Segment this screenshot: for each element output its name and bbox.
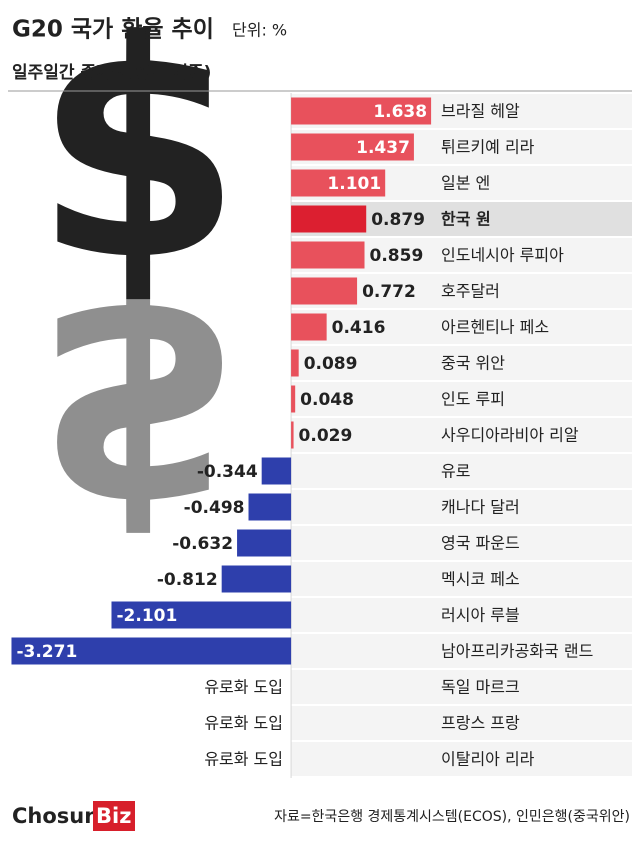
row-background xyxy=(291,598,632,632)
row-background xyxy=(291,490,632,524)
row-background xyxy=(291,382,632,416)
bar xyxy=(291,421,294,449)
bar xyxy=(291,133,414,161)
value-label: 0.089 xyxy=(304,354,358,374)
category-label: 유로 xyxy=(441,462,470,481)
category-label: 인도 루피 xyxy=(441,390,505,409)
bar xyxy=(237,529,292,557)
value-label: -0.498 xyxy=(184,498,245,518)
row-background xyxy=(291,670,632,704)
note-label: 유로화 도입 xyxy=(204,750,283,769)
category-label: 러시아 루블 xyxy=(441,606,520,625)
dollar-reflection: $ xyxy=(34,234,243,583)
bar xyxy=(291,97,432,125)
row-background xyxy=(291,742,632,776)
row-background xyxy=(291,706,632,740)
value-label: 0.859 xyxy=(370,246,424,266)
row-background xyxy=(291,454,632,488)
bar xyxy=(291,241,365,269)
category-label: 이탈리아 리라 xyxy=(441,750,535,769)
bar xyxy=(291,349,299,377)
category-label: 영국 파운드 xyxy=(441,534,520,553)
bar xyxy=(11,637,292,665)
value-label: 0.029 xyxy=(299,426,353,446)
category-label: 사우디아라비아 리알 xyxy=(441,426,579,445)
row-background xyxy=(291,346,632,380)
category-label: 아르헨티나 페소 xyxy=(441,318,549,337)
chart-title: G20 국가 환율 추이 xyxy=(12,17,214,43)
value-label: -0.632 xyxy=(172,534,233,554)
logo-box xyxy=(93,801,135,831)
category-label: 한국 원 xyxy=(441,210,491,229)
bar xyxy=(291,169,386,197)
dollar-icon: $ xyxy=(34,0,243,326)
unit: 단위: % xyxy=(232,21,287,40)
note-label: 유로화 도입 xyxy=(204,678,283,697)
bar xyxy=(291,277,358,305)
value-label: 0.772 xyxy=(362,282,416,302)
value-label: -2.101 xyxy=(116,606,177,626)
value-label: 0.048 xyxy=(300,390,354,410)
category-label: 튀르키예 리라 xyxy=(441,138,535,157)
category-label: 남아프리카공화국 랜드 xyxy=(441,642,593,661)
value-label: 1.437 xyxy=(356,138,410,158)
category-label: 독일 마르크 xyxy=(441,678,520,697)
bar xyxy=(291,385,296,413)
value-label: 0.879 xyxy=(371,210,425,230)
category-label: 일본 엔 xyxy=(441,174,490,193)
subtitle: 일주일간 증가율(종가 기준) xyxy=(12,63,211,83)
row-background xyxy=(291,310,632,344)
row-background xyxy=(291,418,632,452)
bar xyxy=(261,457,292,485)
bar xyxy=(221,565,292,593)
category-label: 캐나다 달러 xyxy=(441,498,520,517)
source: 자료=한국은행 경제통계시스템(ECOS), 인민은행(중국위안) xyxy=(274,809,630,825)
category-label: 중국 위안 xyxy=(441,354,505,373)
row-background xyxy=(291,562,632,596)
logo-main: Chosun xyxy=(12,804,99,828)
value-label: 1.101 xyxy=(327,174,381,194)
category-label: 호주달러 xyxy=(441,282,500,301)
row-background xyxy=(291,526,632,560)
bar xyxy=(291,313,327,341)
category-label: 인도네시아 루피아 xyxy=(441,246,564,265)
row-background xyxy=(291,634,632,668)
value-label: -0.812 xyxy=(157,570,218,590)
category-label: 멕시코 페소 xyxy=(441,570,520,589)
value-label: 0.416 xyxy=(332,318,386,338)
bar xyxy=(111,601,292,629)
logo-accent: Biz xyxy=(96,804,131,828)
bar xyxy=(291,205,367,233)
value-label: -3.271 xyxy=(16,642,77,662)
value-label: -0.344 xyxy=(197,462,258,482)
value-label: 1.638 xyxy=(373,102,427,122)
note-label: 유로화 도입 xyxy=(204,714,283,733)
bar xyxy=(248,493,292,521)
category-label: 프랑스 프랑 xyxy=(441,714,520,733)
category-label: 브라질 헤알 xyxy=(441,102,520,121)
